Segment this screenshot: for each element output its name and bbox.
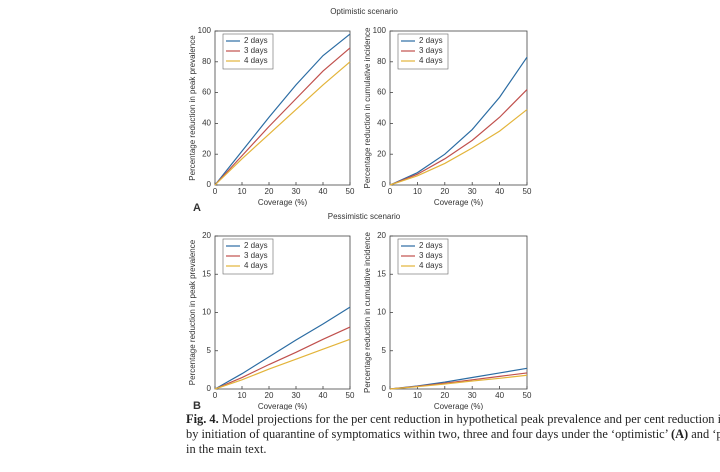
x-tick-label: 20 bbox=[265, 187, 274, 196]
legend-label: 3 days bbox=[244, 251, 268, 260]
x-tick-label: 10 bbox=[238, 391, 247, 400]
x-tick-label: 50 bbox=[346, 391, 355, 400]
y-tick-label: 40 bbox=[377, 119, 386, 128]
x-tick-label: 30 bbox=[468, 391, 477, 400]
caption-text: Model projections for the per cent reduc… bbox=[221, 412, 720, 426]
y-tick-label: 15 bbox=[377, 269, 386, 278]
x-axis-label: Coverage (%) bbox=[434, 198, 484, 207]
legend-label: 2 days bbox=[244, 36, 268, 45]
x-tick-label: 40 bbox=[319, 391, 328, 400]
y-tick-label: 20 bbox=[202, 149, 211, 158]
x-tick-label: 50 bbox=[523, 187, 532, 196]
series-line bbox=[214, 33, 351, 186]
series-line bbox=[214, 326, 351, 390]
x-tick-label: 20 bbox=[265, 391, 274, 400]
caption-line: Fig. 4. Model projections for the per ce… bbox=[186, 412, 720, 427]
y-tick-label: 20 bbox=[202, 231, 211, 240]
y-tick-label: 100 bbox=[373, 26, 387, 35]
x-tick-label: 10 bbox=[413, 187, 422, 196]
legend-label: 2 days bbox=[244, 241, 268, 250]
y-tick-label: 0 bbox=[382, 384, 387, 393]
series-line bbox=[389, 56, 528, 186]
x-tick-label: 30 bbox=[292, 391, 301, 400]
x-axis-label: Coverage (%) bbox=[434, 402, 484, 410]
caption-text: (A) bbox=[670, 427, 689, 441]
x-tick-label: 50 bbox=[346, 187, 355, 196]
y-axis-label: Percentage reduction in cumulative incid… bbox=[363, 27, 372, 189]
y-tick-label: 0 bbox=[207, 180, 212, 189]
y-axis-label: Percentage reduction in peak prevalence bbox=[188, 239, 197, 385]
caption-text: and ‘pessimistic’ bbox=[691, 427, 720, 441]
x-tick-label: 20 bbox=[440, 187, 449, 196]
y-tick-label: 100 bbox=[198, 26, 212, 35]
series-line bbox=[389, 367, 528, 390]
y-tick-label: 20 bbox=[377, 231, 386, 240]
x-tick-label: 10 bbox=[413, 391, 422, 400]
x-tick-label: 30 bbox=[292, 187, 301, 196]
y-tick-label: 0 bbox=[207, 384, 212, 393]
y-tick-label: 0 bbox=[382, 180, 387, 189]
y-tick-label: 40 bbox=[202, 119, 211, 128]
y-tick-label: 10 bbox=[202, 308, 211, 317]
caption-text: by initiation of quarantine of symptomat… bbox=[186, 427, 671, 441]
x-tick-label: 20 bbox=[440, 391, 449, 400]
series-line bbox=[389, 374, 528, 390]
series-line bbox=[389, 89, 528, 186]
series-line bbox=[214, 306, 351, 390]
series-line bbox=[389, 372, 528, 390]
plot-frame bbox=[389, 30, 528, 186]
legend-label: 2 days bbox=[419, 36, 443, 45]
scenario-title: Optimistic scenario bbox=[330, 7, 398, 16]
y-tick-label: 60 bbox=[377, 88, 386, 97]
x-axis-label: Coverage (%) bbox=[258, 402, 308, 410]
legend-label: 3 days bbox=[244, 46, 268, 55]
scenario-title: Pessimistic scenario bbox=[328, 212, 401, 221]
panel-label: A bbox=[193, 202, 201, 214]
series-line bbox=[214, 47, 351, 186]
caption: Fig. 4. Model projections for the per ce… bbox=[186, 412, 720, 457]
y-tick-label: 60 bbox=[202, 88, 211, 97]
y-tick-label: 10 bbox=[377, 308, 386, 317]
series-line bbox=[214, 61, 351, 186]
series-line bbox=[214, 338, 351, 390]
x-tick-label: 10 bbox=[238, 187, 247, 196]
caption-text: in the main text. bbox=[186, 442, 267, 456]
plot-frame bbox=[214, 30, 351, 186]
caption-line: in the main text. bbox=[186, 442, 716, 457]
y-tick-label: 15 bbox=[202, 269, 211, 278]
x-tick-label: 30 bbox=[468, 187, 477, 196]
legend-label: 4 days bbox=[244, 261, 268, 270]
y-tick-label: 5 bbox=[382, 346, 387, 355]
series-line bbox=[389, 109, 528, 186]
y-tick-label: 80 bbox=[202, 57, 211, 66]
y-axis-label: Percentage reduction in peak prevalence bbox=[188, 35, 197, 181]
charts: Optimistic scenario Pessimistic scenario… bbox=[188, 7, 532, 410]
x-tick-label: 0 bbox=[388, 391, 393, 400]
legend-label: 3 days bbox=[419, 46, 443, 55]
legend-label: 4 days bbox=[244, 56, 268, 65]
caption-text: Fig. 4. bbox=[186, 412, 219, 426]
legend-label: 4 days bbox=[419, 56, 443, 65]
legend-label: 2 days bbox=[419, 241, 443, 250]
caption-line: by initiation of quarantine of symptomat… bbox=[186, 427, 720, 442]
x-tick-label: 40 bbox=[319, 187, 328, 196]
legend-label: 3 days bbox=[419, 251, 443, 260]
y-tick-label: 80 bbox=[377, 57, 386, 66]
x-tick-label: 40 bbox=[495, 187, 504, 196]
x-tick-label: 0 bbox=[213, 391, 218, 400]
y-tick-label: 20 bbox=[377, 149, 386, 158]
x-tick-label: 50 bbox=[523, 391, 532, 400]
panel-label: B bbox=[193, 400, 201, 410]
y-tick-label: 5 bbox=[207, 346, 212, 355]
x-tick-label: 40 bbox=[495, 391, 504, 400]
legend-label: 4 days bbox=[419, 261, 443, 270]
x-axis-label: Coverage (%) bbox=[258, 198, 308, 207]
x-tick-label: 0 bbox=[213, 187, 218, 196]
y-axis-label: Percentage reduction in cumulative incid… bbox=[363, 231, 372, 393]
x-tick-label: 0 bbox=[388, 187, 393, 196]
